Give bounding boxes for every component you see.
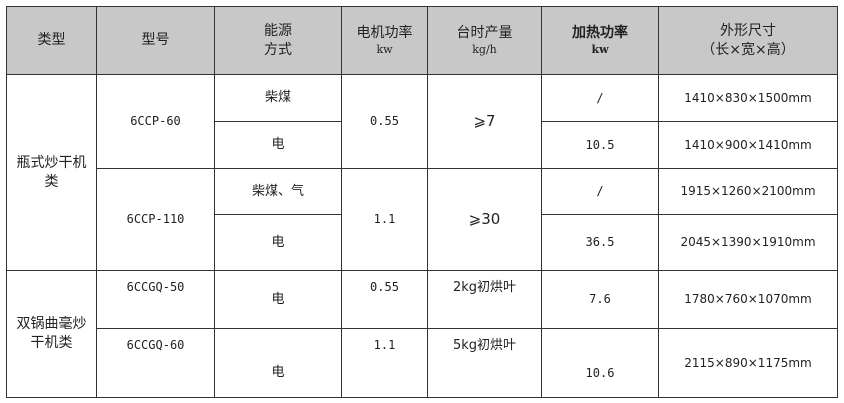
energy-cell: 柴煤、气	[214, 168, 342, 215]
size-cell: 1410×830×1500mm	[658, 74, 838, 122]
model-cell: 6CCGQ-60	[96, 328, 215, 398]
output-cell: 5kg初烘叶	[427, 328, 542, 398]
header-output: 台时产量 kg/h	[427, 6, 542, 75]
size-cell: 1410×900×1410mm	[658, 121, 838, 169]
heat-cell: 36.5	[541, 214, 659, 271]
header-model: 型号	[96, 6, 215, 75]
motor-cell: 1.1	[341, 168, 428, 271]
model-cell: 6CCGQ-50	[96, 270, 215, 329]
size-cell: 2115×890×1175mm	[658, 328, 838, 398]
header-size: 外形尺寸 （长×宽×高）	[658, 6, 838, 75]
table-row: 瓶式炒干机类 6CCP-60 柴煤 0.55 ⩾7 / 1410×830×150…	[6, 74, 838, 271]
heat-cell: 7.6	[541, 270, 659, 329]
table-row: 双锅曲毫炒干机类 6CCGQ-50 电 0.55 2kg初烘叶 7.6 1780…	[6, 270, 838, 398]
spec-table: 类型 型号 能源 方式 电机功率 kw 台时产量 kg/h 加热功率 kw 外形尺寸 （长…	[6, 6, 838, 398]
motor-cell: 0.55	[341, 270, 428, 329]
energy-cell: 电	[214, 328, 342, 398]
table-row: 电 36.5 2045×1390×1910mm	[7, 214, 838, 271]
size-cell: 1780×760×1070mm	[658, 270, 838, 329]
heat-cell: /	[541, 74, 659, 122]
header-row: 类型 型号 能源 方式 电机功率 kw 台时产量 kg/h 加热功率 kw 外形尺寸 （长…	[6, 6, 838, 75]
energy-cell: 电	[214, 270, 342, 329]
energy-cell: 电	[214, 214, 342, 271]
size-cell: 1915×1260×2100mm	[658, 168, 838, 215]
size-cell: 2045×1390×1910mm	[658, 214, 838, 271]
output-cell: ⩾7	[427, 74, 542, 169]
output-cell: 2kg初烘叶	[427, 270, 542, 329]
model-cell: 6CCP-60	[96, 74, 215, 169]
energy-cell: 柴煤	[214, 74, 342, 122]
energy-cell: 电	[214, 121, 342, 169]
output-cell: ⩾30	[427, 168, 542, 271]
header-energy: 能源 方式	[214, 6, 342, 75]
model-cell: 6CCP-110	[96, 168, 215, 271]
header-type: 类型	[6, 6, 97, 75]
table-row: 6CCP-110 柴煤、气 1.1 ⩾30 / 1915×1260×2100mm	[7, 168, 838, 271]
motor-cell: 1.1	[341, 328, 428, 398]
heat-cell: 10.5	[541, 121, 659, 169]
table-row: 电 10.5 1410×900×1410mm	[7, 121, 838, 169]
category-cell: 双锅曲毫炒干机类	[6, 270, 97, 398]
heat-cell: /	[541, 168, 659, 215]
motor-cell: 0.55	[341, 74, 428, 169]
table-row: 6CCGQ-60 电 1.1 5kg初烘叶 10.6 2115×890×1175…	[7, 328, 838, 398]
header-motor: 电机功率 kw	[341, 6, 428, 75]
header-heat: 加热功率 kw	[541, 6, 659, 75]
category-cell: 瓶式炒干机类	[6, 74, 97, 271]
heat-cell: 10.6	[541, 328, 659, 398]
